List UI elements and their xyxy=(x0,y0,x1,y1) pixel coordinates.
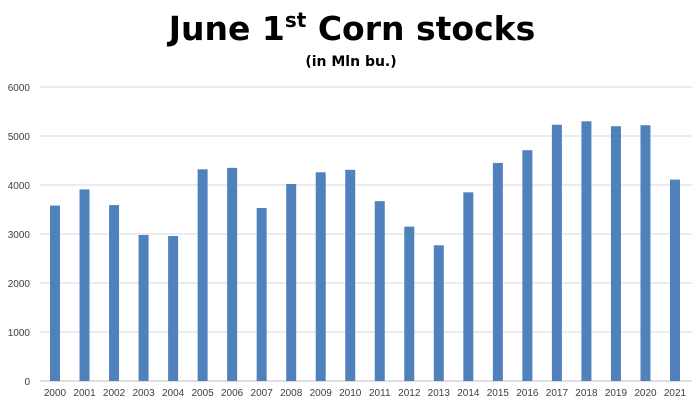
bar-2013 xyxy=(433,245,444,381)
y-axis-ticks: 0 1000 2000 3000 4000 5000 6000 xyxy=(8,83,31,388)
y-tick-label: 2000 xyxy=(8,279,31,290)
x-tick-label: 2007 xyxy=(251,388,274,399)
bar-2004 xyxy=(168,235,179,381)
bar-2017 xyxy=(551,124,562,381)
y-tick-label: 1000 xyxy=(8,328,31,339)
bar-2000 xyxy=(50,205,60,381)
x-tick-label: 2012 xyxy=(398,388,421,399)
x-tick-label: 2000 xyxy=(44,388,67,399)
x-tick-label: 2011 xyxy=(369,388,391,399)
bar-2021 xyxy=(670,179,680,381)
x-tick-label: 2016 xyxy=(516,388,539,399)
x-tick-label: 2002 xyxy=(103,388,126,399)
bar-2006 xyxy=(227,167,238,381)
bar-2003 xyxy=(138,234,149,381)
y-tick-label: 4000 xyxy=(8,181,31,192)
bar-2005 xyxy=(197,169,208,381)
x-tick-label: 2006 xyxy=(221,388,244,399)
bar-2001 xyxy=(79,189,90,381)
chart-title: June 1st Corn stocks xyxy=(167,8,535,48)
bar-2012 xyxy=(404,226,415,381)
x-tick-label: 2004 xyxy=(162,388,185,399)
x-tick-label: 2010 xyxy=(339,388,362,399)
x-tick-label: 2005 xyxy=(191,388,214,399)
chart-subtitle: (in Mln bu.) xyxy=(305,54,396,70)
y-tick-label: 3000 xyxy=(8,230,31,241)
chart-title-suffix: Corn stocks xyxy=(306,9,535,48)
bar-2016 xyxy=(522,150,533,381)
bar-2018 xyxy=(581,121,592,382)
x-tick-label: 2008 xyxy=(280,388,303,399)
bar-2011 xyxy=(374,201,385,381)
bar-2002 xyxy=(109,205,120,381)
x-tick-label: 2019 xyxy=(605,388,628,399)
bar-2007 xyxy=(256,208,267,381)
bar-2015 xyxy=(492,162,503,381)
x-tick-label: 2020 xyxy=(634,388,657,399)
y-tick-label: 5000 xyxy=(8,132,31,143)
bar-2014 xyxy=(463,192,474,381)
bar-2020 xyxy=(640,125,651,381)
x-tick-label: 2021 xyxy=(664,388,687,399)
bars xyxy=(50,121,680,382)
y-tick-label: 0 xyxy=(24,377,30,388)
x-tick-label: 2001 xyxy=(73,388,96,399)
bar-2009 xyxy=(315,172,326,381)
x-tick-label: 2018 xyxy=(575,388,598,399)
gridlines xyxy=(40,86,692,382)
x-tick-label: 2017 xyxy=(546,388,569,399)
chart-title-superscript: st xyxy=(285,8,307,32)
x-tick-label: 2015 xyxy=(487,388,510,399)
chart-title-main: June 1 xyxy=(167,9,285,48)
x-tick-label: 2009 xyxy=(310,388,333,399)
bar-2019 xyxy=(610,126,621,381)
x-tick-label: 2003 xyxy=(132,388,155,399)
x-tick-label: 2014 xyxy=(457,388,480,399)
bar-2008 xyxy=(286,184,297,381)
y-tick-label: 6000 xyxy=(8,83,31,94)
x-axis-ticks: 2000 2001 2002 2003 2004 2005 2006 2007 2008 2009… xyxy=(44,388,687,399)
x-tick-label: 2013 xyxy=(428,388,451,399)
bar-2010 xyxy=(345,169,356,381)
